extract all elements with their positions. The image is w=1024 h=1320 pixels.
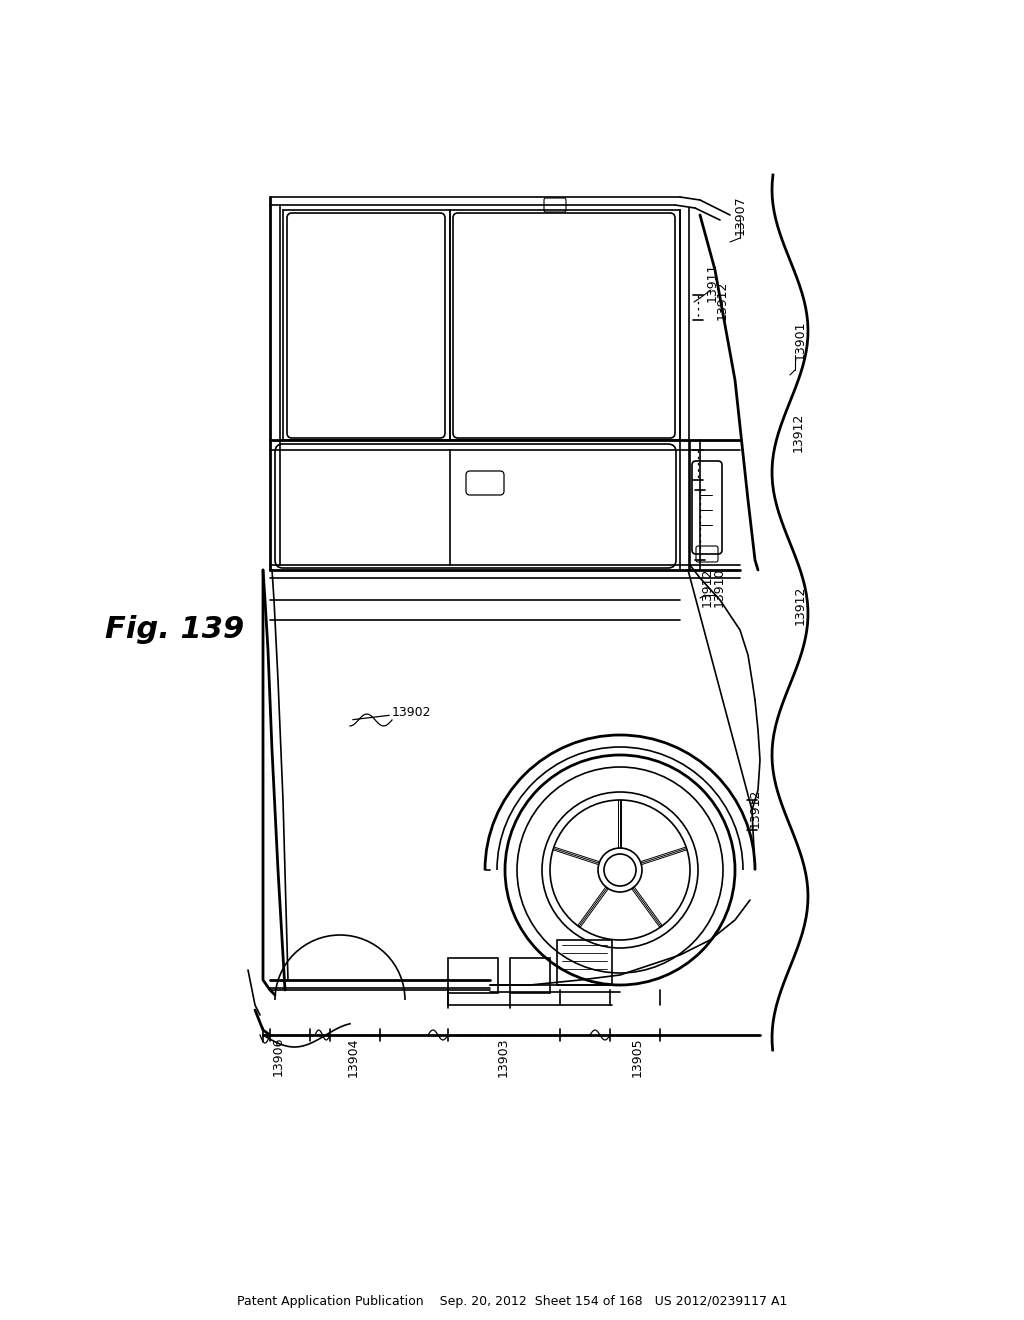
Text: 13912: 13912 [716,280,728,319]
Text: 13901: 13901 [794,321,807,360]
Bar [449,958,498,993]
Text: 13912: 13912 [749,788,762,828]
Text: 13912: 13912 [700,568,714,607]
Text: 13902: 13902 [392,705,431,718]
Bar [510,958,550,993]
Text: 13911: 13911 [706,263,719,302]
Text: 13906: 13906 [271,1036,285,1076]
Text: 13912: 13912 [792,412,805,451]
Text: 13905: 13905 [631,1038,643,1077]
Text: 13910: 13910 [713,568,725,607]
Text: Fig. 139: Fig. 139 [105,615,245,644]
Text: 13904: 13904 [346,1038,359,1077]
Text: 13903: 13903 [497,1038,510,1077]
Bar [557,940,612,985]
Text: 13912: 13912 [794,585,807,624]
Text: 13907: 13907 [733,195,746,235]
Text: Patent Application Publication    Sep. 20, 2012  Sheet 154 of 168   US 2012/0239: Patent Application Publication Sep. 20, … [237,1295,787,1308]
